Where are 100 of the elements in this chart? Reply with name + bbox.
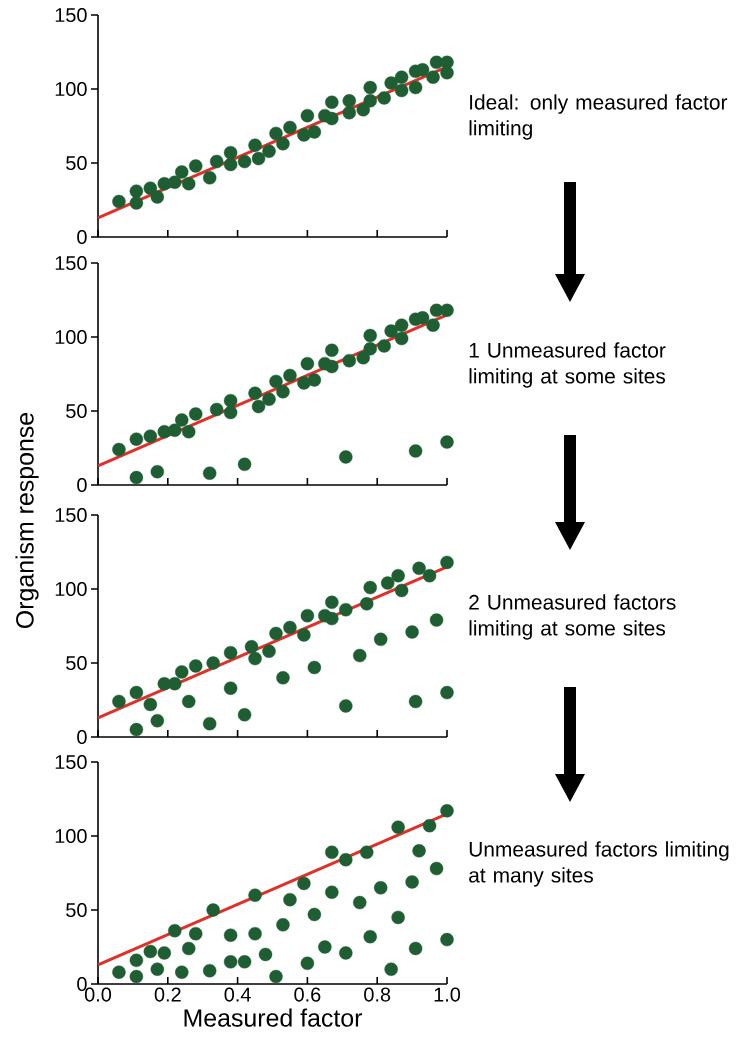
point bbox=[440, 435, 454, 449]
point bbox=[339, 450, 353, 464]
point bbox=[202, 964, 217, 978]
point bbox=[415, 311, 430, 325]
point bbox=[248, 927, 262, 941]
point bbox=[223, 405, 238, 420]
point bbox=[276, 918, 290, 932]
point bbox=[408, 941, 423, 956]
point bbox=[307, 125, 322, 139]
y-tick-label: 100 bbox=[55, 81, 87, 97]
point bbox=[182, 941, 196, 956]
point bbox=[297, 376, 311, 390]
point bbox=[405, 875, 419, 889]
point bbox=[262, 144, 276, 158]
point bbox=[391, 820, 405, 834]
point bbox=[283, 368, 297, 383]
text: 1 Unmeasured factor limiting at some sites bbox=[469, 342, 666, 388]
y-tick-label: 100 bbox=[55, 581, 87, 597]
point bbox=[175, 165, 189, 179]
point bbox=[339, 946, 353, 960]
point bbox=[408, 80, 423, 95]
point bbox=[325, 611, 339, 626]
point bbox=[440, 932, 454, 947]
point bbox=[363, 580, 377, 595]
point bbox=[440, 555, 454, 570]
point bbox=[262, 644, 276, 658]
point bbox=[394, 318, 409, 332]
point bbox=[422, 569, 437, 583]
point bbox=[412, 561, 426, 575]
point bbox=[440, 303, 454, 318]
point bbox=[440, 66, 454, 80]
point bbox=[202, 171, 217, 185]
point bbox=[325, 111, 339, 126]
point bbox=[276, 137, 290, 151]
point bbox=[269, 126, 283, 141]
point bbox=[440, 685, 454, 700]
point bbox=[440, 804, 454, 818]
x-axis-title: Measured factor bbox=[184, 1008, 363, 1027]
point bbox=[426, 318, 440, 332]
point bbox=[300, 608, 315, 623]
point bbox=[157, 677, 172, 691]
point bbox=[377, 339, 391, 353]
point bbox=[175, 413, 189, 427]
point bbox=[415, 63, 430, 77]
x-tick-label: 0.8 bbox=[364, 987, 391, 1002]
point bbox=[223, 393, 238, 408]
point bbox=[325, 95, 339, 110]
text: Ideal: only measured factor limiting bbox=[469, 94, 728, 140]
point bbox=[129, 184, 144, 198]
y-tick-label: 150 bbox=[55, 7, 87, 23]
point bbox=[391, 910, 405, 925]
x-tick-label: 0.6 bbox=[294, 987, 321, 1002]
point bbox=[202, 466, 217, 480]
point bbox=[380, 576, 395, 590]
point bbox=[297, 876, 311, 891]
point bbox=[325, 343, 339, 358]
point bbox=[258, 947, 273, 962]
point bbox=[307, 907, 322, 922]
point bbox=[363, 328, 377, 343]
y-tick-label: 150 bbox=[55, 255, 87, 271]
point bbox=[405, 625, 419, 639]
point bbox=[269, 969, 283, 984]
point bbox=[182, 425, 196, 439]
point bbox=[412, 844, 426, 858]
point bbox=[150, 190, 165, 204]
point bbox=[209, 402, 224, 417]
point bbox=[248, 386, 262, 400]
text: 2 Unmeasured factors limiting at some sites bbox=[469, 594, 676, 640]
point bbox=[248, 888, 262, 902]
point bbox=[168, 924, 182, 938]
point bbox=[129, 470, 144, 485]
point bbox=[189, 159, 203, 173]
point bbox=[297, 128, 311, 142]
point bbox=[363, 342, 377, 356]
point bbox=[422, 818, 437, 833]
point bbox=[157, 946, 172, 960]
point bbox=[269, 626, 283, 641]
point bbox=[112, 965, 126, 979]
point bbox=[150, 962, 165, 976]
point bbox=[408, 694, 423, 709]
point bbox=[143, 944, 158, 959]
point bbox=[112, 194, 126, 209]
y-tick-label: 50 bbox=[66, 655, 87, 671]
point bbox=[384, 962, 398, 976]
point bbox=[394, 83, 409, 98]
point bbox=[363, 94, 377, 108]
point bbox=[206, 903, 220, 917]
y-tick-label: 150 bbox=[55, 754, 87, 770]
point bbox=[112, 442, 126, 457]
x-tick-label: 1.0 bbox=[434, 987, 461, 1002]
y-tick-label: 50 bbox=[66, 902, 87, 918]
point bbox=[373, 881, 388, 895]
y-tick-label: 0 bbox=[77, 976, 87, 992]
point bbox=[262, 392, 276, 406]
point bbox=[339, 699, 353, 713]
point bbox=[342, 94, 356, 108]
point bbox=[189, 407, 203, 421]
x-tick-label: 0.0 bbox=[84, 987, 112, 1002]
point bbox=[129, 953, 144, 968]
point bbox=[353, 895, 367, 910]
